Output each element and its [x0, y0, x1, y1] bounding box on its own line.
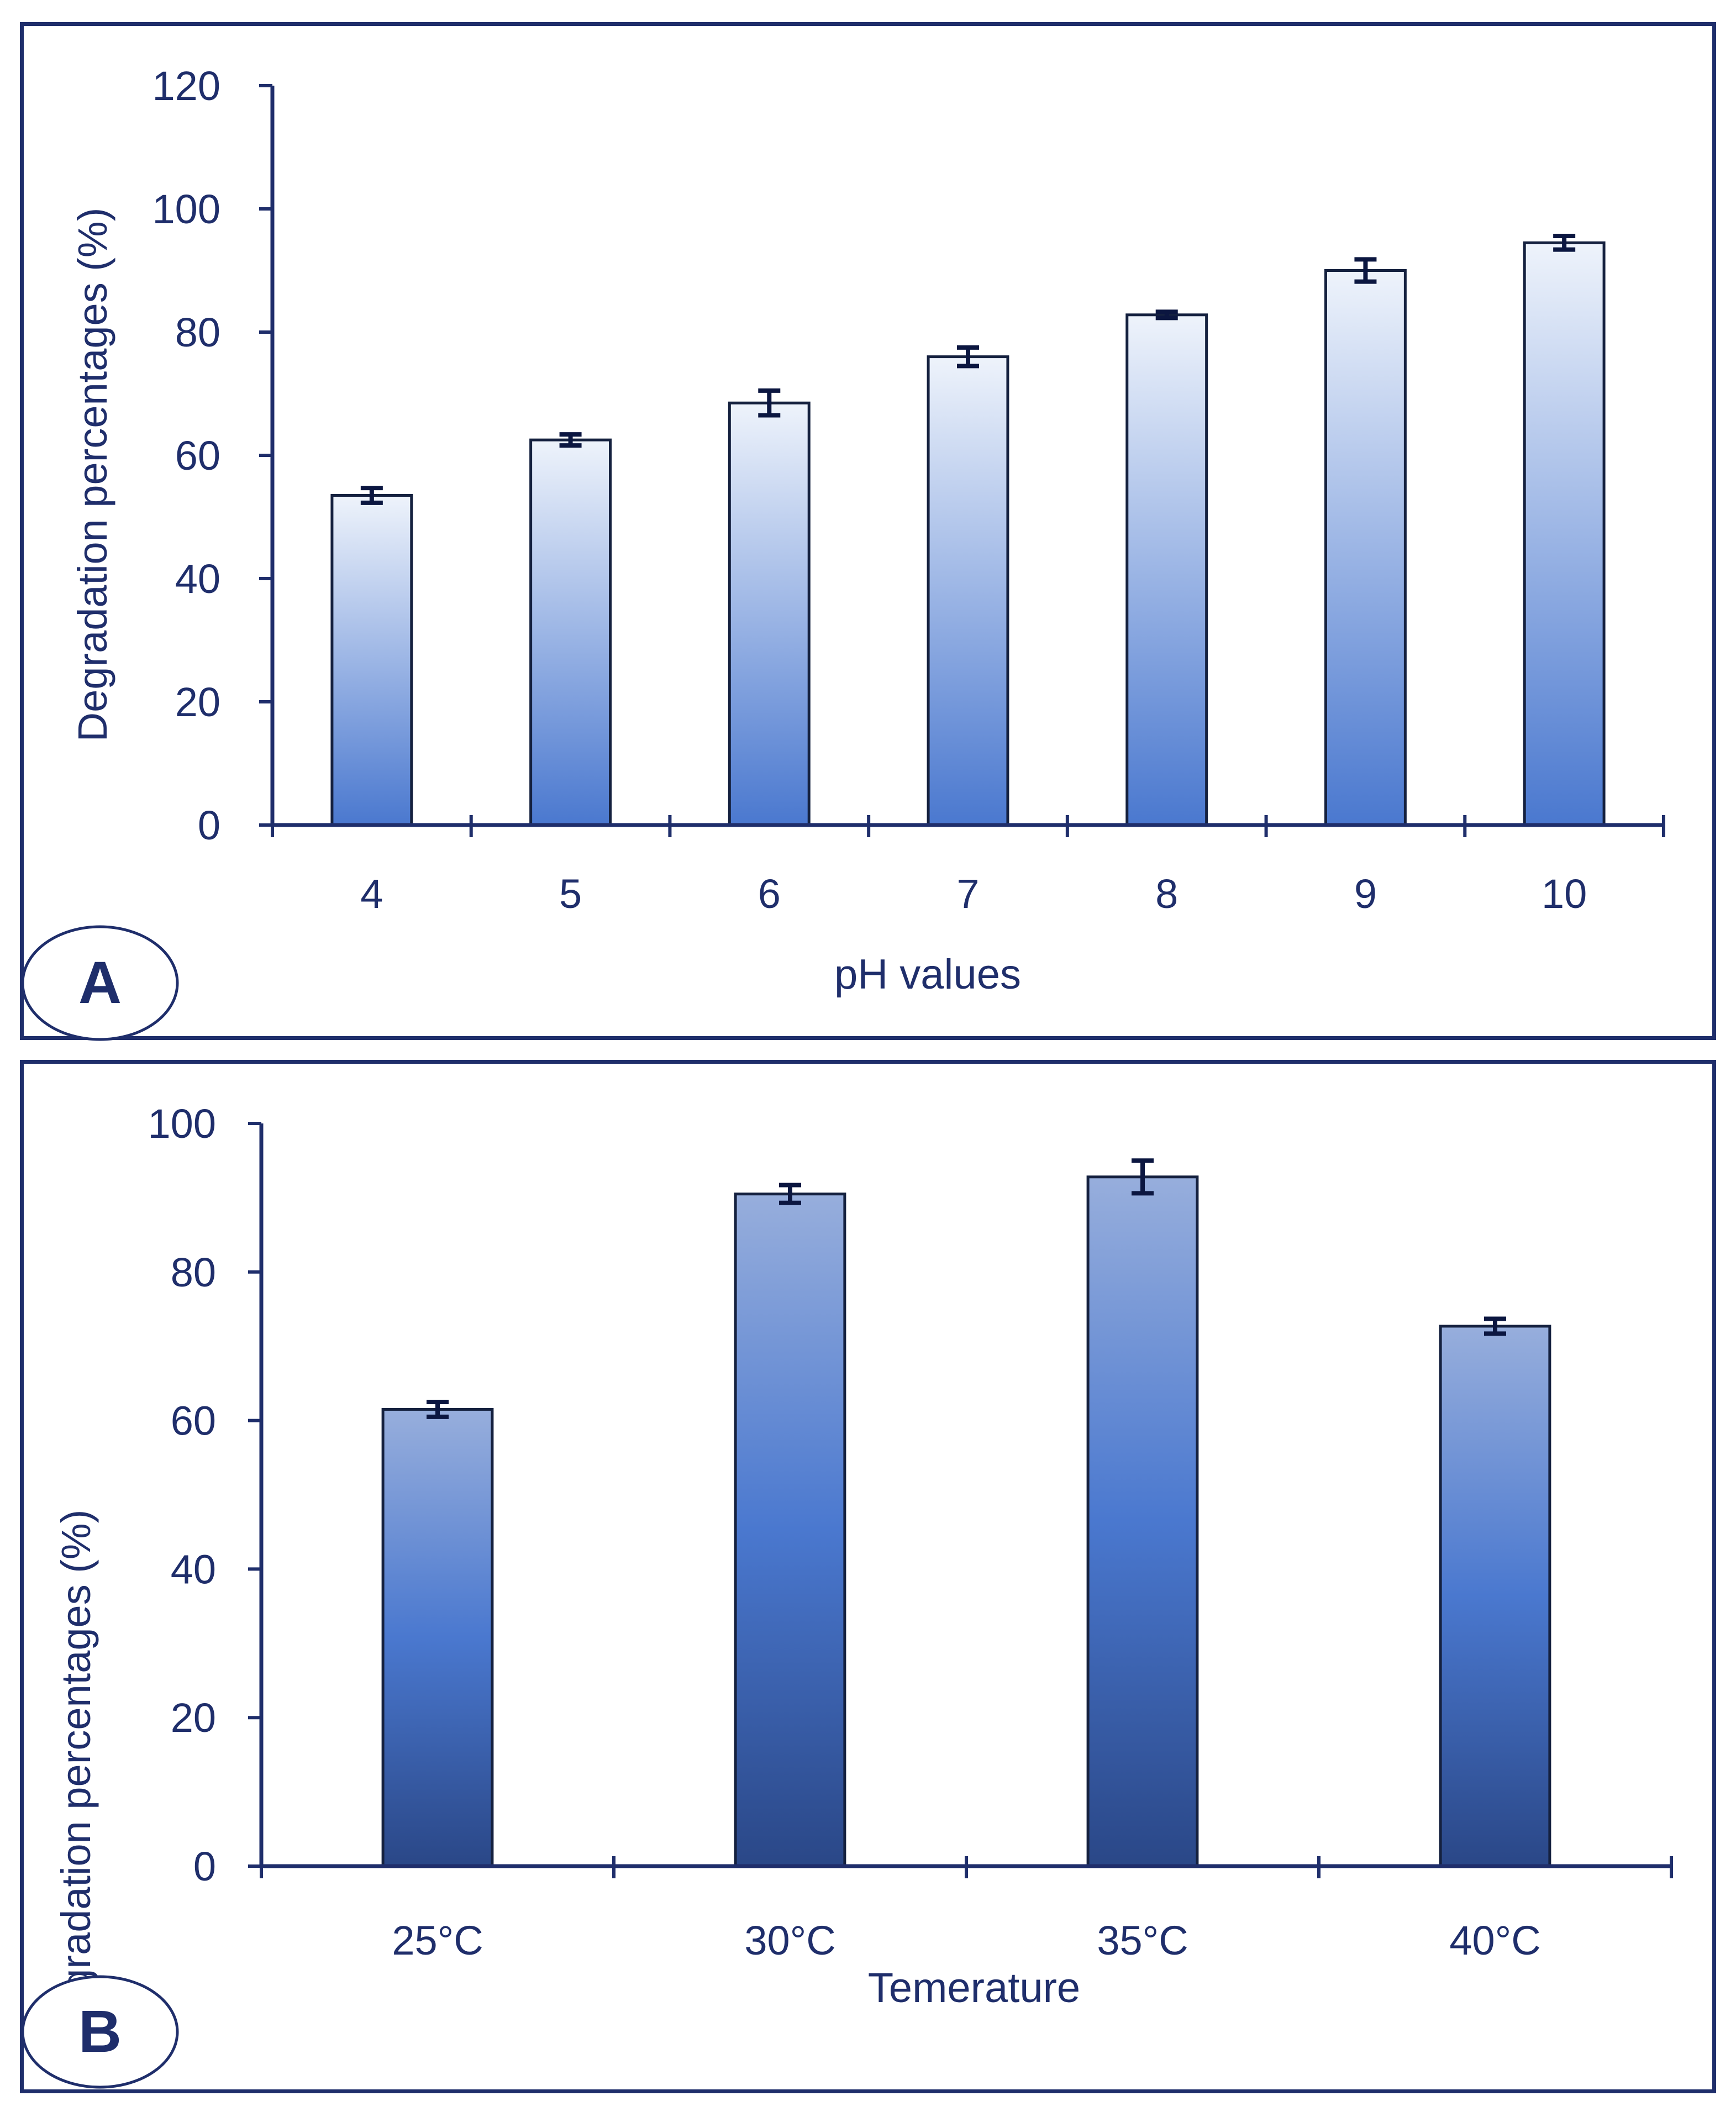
x-tick-label: 10: [1542, 871, 1587, 917]
error-bar-6: [758, 388, 781, 418]
chart-a-svg: 0 20 40 60 80 100 120 4 5 6 7 8 9 10 Degradation perc…: [21, 63, 1665, 1041]
y-tick-label: 0: [193, 1843, 216, 1889]
bar-7: [927, 355, 1009, 827]
error-bar-40°C: [1484, 1316, 1506, 1336]
y-tick-label: 60: [171, 1398, 216, 1444]
x-tick-label: 4: [360, 871, 383, 917]
bar-30°C: [734, 1193, 846, 1868]
y-tick-label: 0: [198, 802, 220, 848]
error-bar-5: [559, 432, 582, 448]
bar-6: [728, 401, 811, 827]
y-tick-label: 100: [148, 1101, 216, 1147]
x-tick-label: 30°C: [744, 1918, 835, 1963]
y-tick-label: 40: [175, 556, 220, 602]
y-tick-label: 100: [152, 186, 220, 232]
bar-5: [529, 438, 612, 827]
x-tick-label: 7: [956, 871, 979, 917]
x-tick-label: 5: [559, 871, 582, 917]
error-bar-25°C: [427, 1400, 449, 1419]
error-bar-9: [1354, 257, 1377, 284]
bar-25°C: [381, 1407, 494, 1868]
y-tick-label: 60: [175, 433, 220, 479]
y-tick-label: 40: [171, 1546, 216, 1592]
bar-4: [330, 493, 413, 827]
chart-panel-a: 0 20 40 60 80 100 120 4 5 6 7 8 9 10 Degradation perc…: [20, 22, 1716, 1041]
panel-label-badge: [21, 1975, 179, 2089]
x-axis-label: Temerature: [868, 1965, 1080, 2011]
x-tick-label: 35°C: [1097, 1918, 1188, 1963]
x-axis-label: pH values: [834, 951, 1021, 998]
bar-9: [1324, 269, 1407, 827]
x-tick-label: 9: [1354, 871, 1377, 917]
bar-8: [1125, 313, 1208, 827]
bar-35°C: [1086, 1175, 1199, 1868]
bar-40°C: [1439, 1325, 1551, 1868]
y-tick-label: 120: [152, 63, 220, 109]
error-bar-8: [1155, 309, 1178, 321]
bar-10: [1523, 241, 1606, 827]
chart-b-svg: 0 20 40 60 80 100 25°C 30°C 35°C 40°C Degradation…: [21, 1101, 1673, 2089]
x-tick-label: 6: [758, 871, 781, 917]
y-tick-label: 20: [171, 1695, 216, 1741]
error-bar-10: [1553, 234, 1576, 252]
panel-label-badge: [21, 925, 179, 1041]
y-tick-label: 20: [175, 679, 220, 725]
error-bar-35°C: [1132, 1158, 1154, 1196]
y-tick-label: 80: [175, 309, 220, 355]
panel-label: A: [78, 949, 122, 1016]
x-tick-label: 8: [1155, 871, 1178, 917]
x-tick-label: 25°C: [392, 1918, 483, 1963]
error-bar-30°C: [779, 1183, 801, 1205]
panel-label: B: [78, 1998, 122, 2065]
y-axis-label: Degradation percentages (%): [70, 208, 115, 742]
error-bar-7: [957, 345, 979, 369]
y-axis-label: Degradation percentages (%): [53, 1510, 99, 2044]
y-tick-label: 80: [171, 1249, 216, 1295]
x-tick-label: 40°C: [1449, 1918, 1540, 1963]
error-bar-4: [360, 486, 383, 505]
chart-panel-b: 0 20 40 60 80 100 25°C 30°C 35°C 40°C Degradation…: [20, 1060, 1716, 2093]
